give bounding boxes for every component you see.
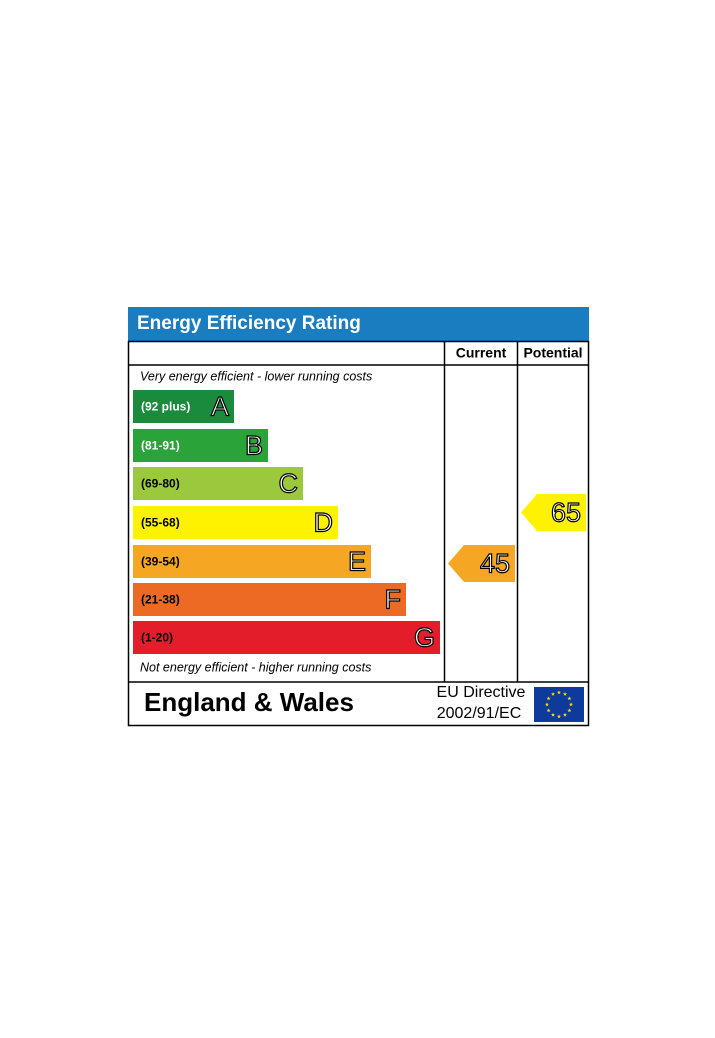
star — [546, 708, 551, 713]
column-header: Potential — [523, 345, 582, 361]
band-bar — [133, 390, 234, 423]
title: Energy Efficiency Rating — [137, 313, 361, 334]
band-letter: A — [211, 392, 229, 422]
band-bar — [133, 545, 371, 578]
rating-value: 45 — [480, 549, 510, 579]
band-letter: B — [245, 431, 263, 461]
region: England & Wales — [144, 687, 354, 717]
star — [567, 696, 572, 701]
band-letter: G — [414, 623, 435, 653]
star — [563, 692, 567, 696]
rating-arrow — [521, 494, 586, 531]
band-bar — [133, 621, 440, 654]
top-note: Very energy efficient - lower running co… — [140, 369, 372, 383]
star — [551, 692, 555, 696]
frame — [127, 340, 590, 727]
band-range: (81-91) — [141, 439, 180, 453]
star — [546, 696, 551, 701]
band-bar — [133, 429, 268, 462]
directive: EU Directive — [437, 684, 526, 701]
star — [563, 712, 567, 717]
rating-arrow — [448, 545, 515, 582]
band-bar — [133, 506, 338, 539]
star — [567, 708, 572, 713]
band-letter: F — [385, 585, 402, 615]
header-bar — [128, 307, 589, 341]
band-range: (1-20) — [141, 631, 173, 645]
star — [569, 702, 573, 707]
band-range: (55-68) — [141, 516, 180, 530]
band-letter: C — [279, 469, 299, 499]
directive: 2002/91/EC — [437, 705, 522, 722]
stars — [545, 690, 573, 719]
band-range: (39-54) — [141, 555, 180, 569]
band-bar — [133, 583, 406, 616]
band-range: (21-38) — [141, 593, 180, 607]
band-bar — [133, 467, 303, 500]
star — [545, 702, 549, 707]
band-range: (69-80) — [141, 477, 180, 491]
band-letter: D — [314, 508, 334, 538]
column-header: Current — [456, 345, 507, 361]
eu-flag — [534, 687, 584, 722]
star — [557, 690, 561, 695]
bottom-note: Not energy efficient - higher running co… — [140, 660, 371, 674]
star — [557, 714, 561, 719]
band-range: (92 plus) — [141, 400, 190, 414]
rating-value: 65 — [551, 498, 581, 528]
star — [551, 712, 555, 717]
band-letter: E — [348, 547, 366, 577]
